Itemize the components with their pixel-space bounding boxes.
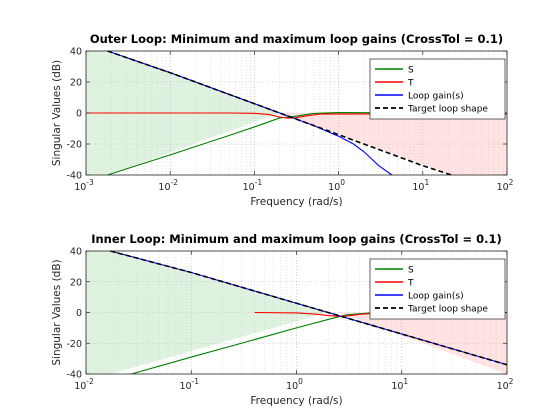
y-tick-label: -20	[66, 140, 82, 151]
x-tick-label: 10-1	[179, 377, 199, 392]
x-axis-label: Frequency (rad/s)	[250, 395, 342, 407]
legend-label: Loop gain(s)	[408, 92, 464, 102]
y-tick-label: 0	[76, 308, 82, 319]
x-tick-label: 10-2	[74, 377, 94, 392]
y-tick-label: 40	[70, 247, 82, 258]
x-tick-label: 10-1	[243, 178, 263, 193]
legend-label: Target loop shape	[407, 305, 488, 315]
series-target-loop-shape	[110, 250, 508, 366]
x-tick-label: 100	[286, 377, 303, 392]
y-tick-label: -40	[66, 171, 82, 182]
legend-label: T	[407, 279, 414, 289]
legend-label: S	[408, 66, 414, 76]
x-tick-label: 102	[497, 178, 514, 193]
legend-label: Loop gain(s)	[408, 292, 464, 302]
y-tick-label: 20	[70, 78, 82, 89]
x-tick-label: 10-2	[158, 178, 178, 193]
chart-title: Outer Loop: Minimum and maximum loop gai…	[90, 32, 503, 46]
y-axis-label: Singular Values (dB)	[51, 60, 63, 166]
y-tick-label: 20	[70, 277, 82, 288]
legend-label: Target loop shape	[407, 105, 488, 115]
y-tick-label: -40	[66, 370, 82, 381]
x-tick-label: 100	[328, 178, 345, 193]
y-tick-label: 40	[70, 47, 82, 58]
x-tick-label: 102	[497, 377, 514, 392]
legend-label: T	[407, 79, 414, 89]
x-tick-label: 10-3	[74, 178, 94, 193]
y-axis-label: Singular Values (dB)	[51, 259, 63, 365]
high-frequency-region	[279, 113, 507, 175]
chart-title: Inner Loop: Minimum and maximum loop gai…	[91, 232, 502, 246]
y-tick-label: -20	[66, 339, 82, 350]
series-t	[86, 112, 508, 119]
x-tick-label: 101	[412, 178, 429, 193]
x-tick-label: 101	[391, 377, 408, 392]
y-tick-label: 0	[76, 109, 82, 120]
legend-label: S	[408, 266, 414, 276]
series-target-loop-shape	[107, 50, 452, 176]
x-axis-label: Frequency (rad/s)	[250, 196, 342, 208]
